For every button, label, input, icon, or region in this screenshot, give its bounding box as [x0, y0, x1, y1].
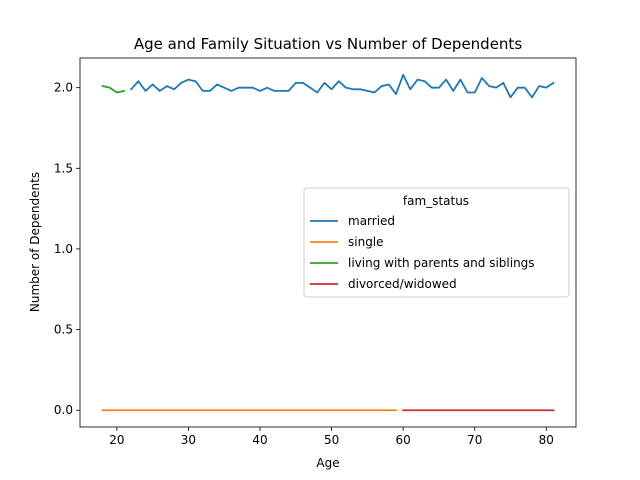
x-tick-label: 30	[181, 433, 196, 447]
legend-label-divorced-widowed: divorced/widowed	[348, 277, 457, 291]
y-tick-label: 2.0	[54, 81, 73, 95]
legend-items: married single living with parents and sib…	[310, 214, 535, 291]
x-axis-ticks: 20 30 40 50 60 70 80	[109, 427, 554, 447]
x-tick-label: 70	[467, 433, 482, 447]
legend-box	[303, 187, 570, 298]
y-tick-label: 0.0	[54, 403, 73, 417]
x-tick-label: 20	[109, 433, 124, 447]
series-line-living-with-parents-and-siblings	[101, 84, 126, 94]
legend: fam_status married single living with pare…	[303, 187, 570, 298]
legend-label-living-with-parents-and-siblings: living with parents and siblings	[348, 256, 535, 270]
legend-title: fam_status	[403, 194, 469, 208]
x-tick-label: 60	[396, 433, 411, 447]
legend-label-married: married	[348, 214, 395, 228]
y-axis-label: Number of Dependents	[28, 172, 42, 312]
chart-title: Age and Family Situation vs Number of De…	[134, 35, 522, 53]
x-tick-label: 80	[539, 433, 554, 447]
y-tick-label: 0.5	[54, 323, 73, 337]
y-tick-label: 1.5	[54, 161, 73, 175]
plot-lines	[101, 73, 555, 412]
y-tick-label: 1.0	[54, 242, 73, 256]
plot-frame	[79, 57, 577, 428]
x-tick-label: 50	[324, 433, 339, 447]
x-axis-label: Age	[316, 456, 339, 470]
legend-label-single: single	[348, 235, 384, 249]
y-axis-ticks: 0.0 0.5 1.0 1.5 2.0	[54, 81, 80, 417]
x-tick-label: 40	[252, 433, 267, 447]
series-line-married	[129, 73, 555, 99]
